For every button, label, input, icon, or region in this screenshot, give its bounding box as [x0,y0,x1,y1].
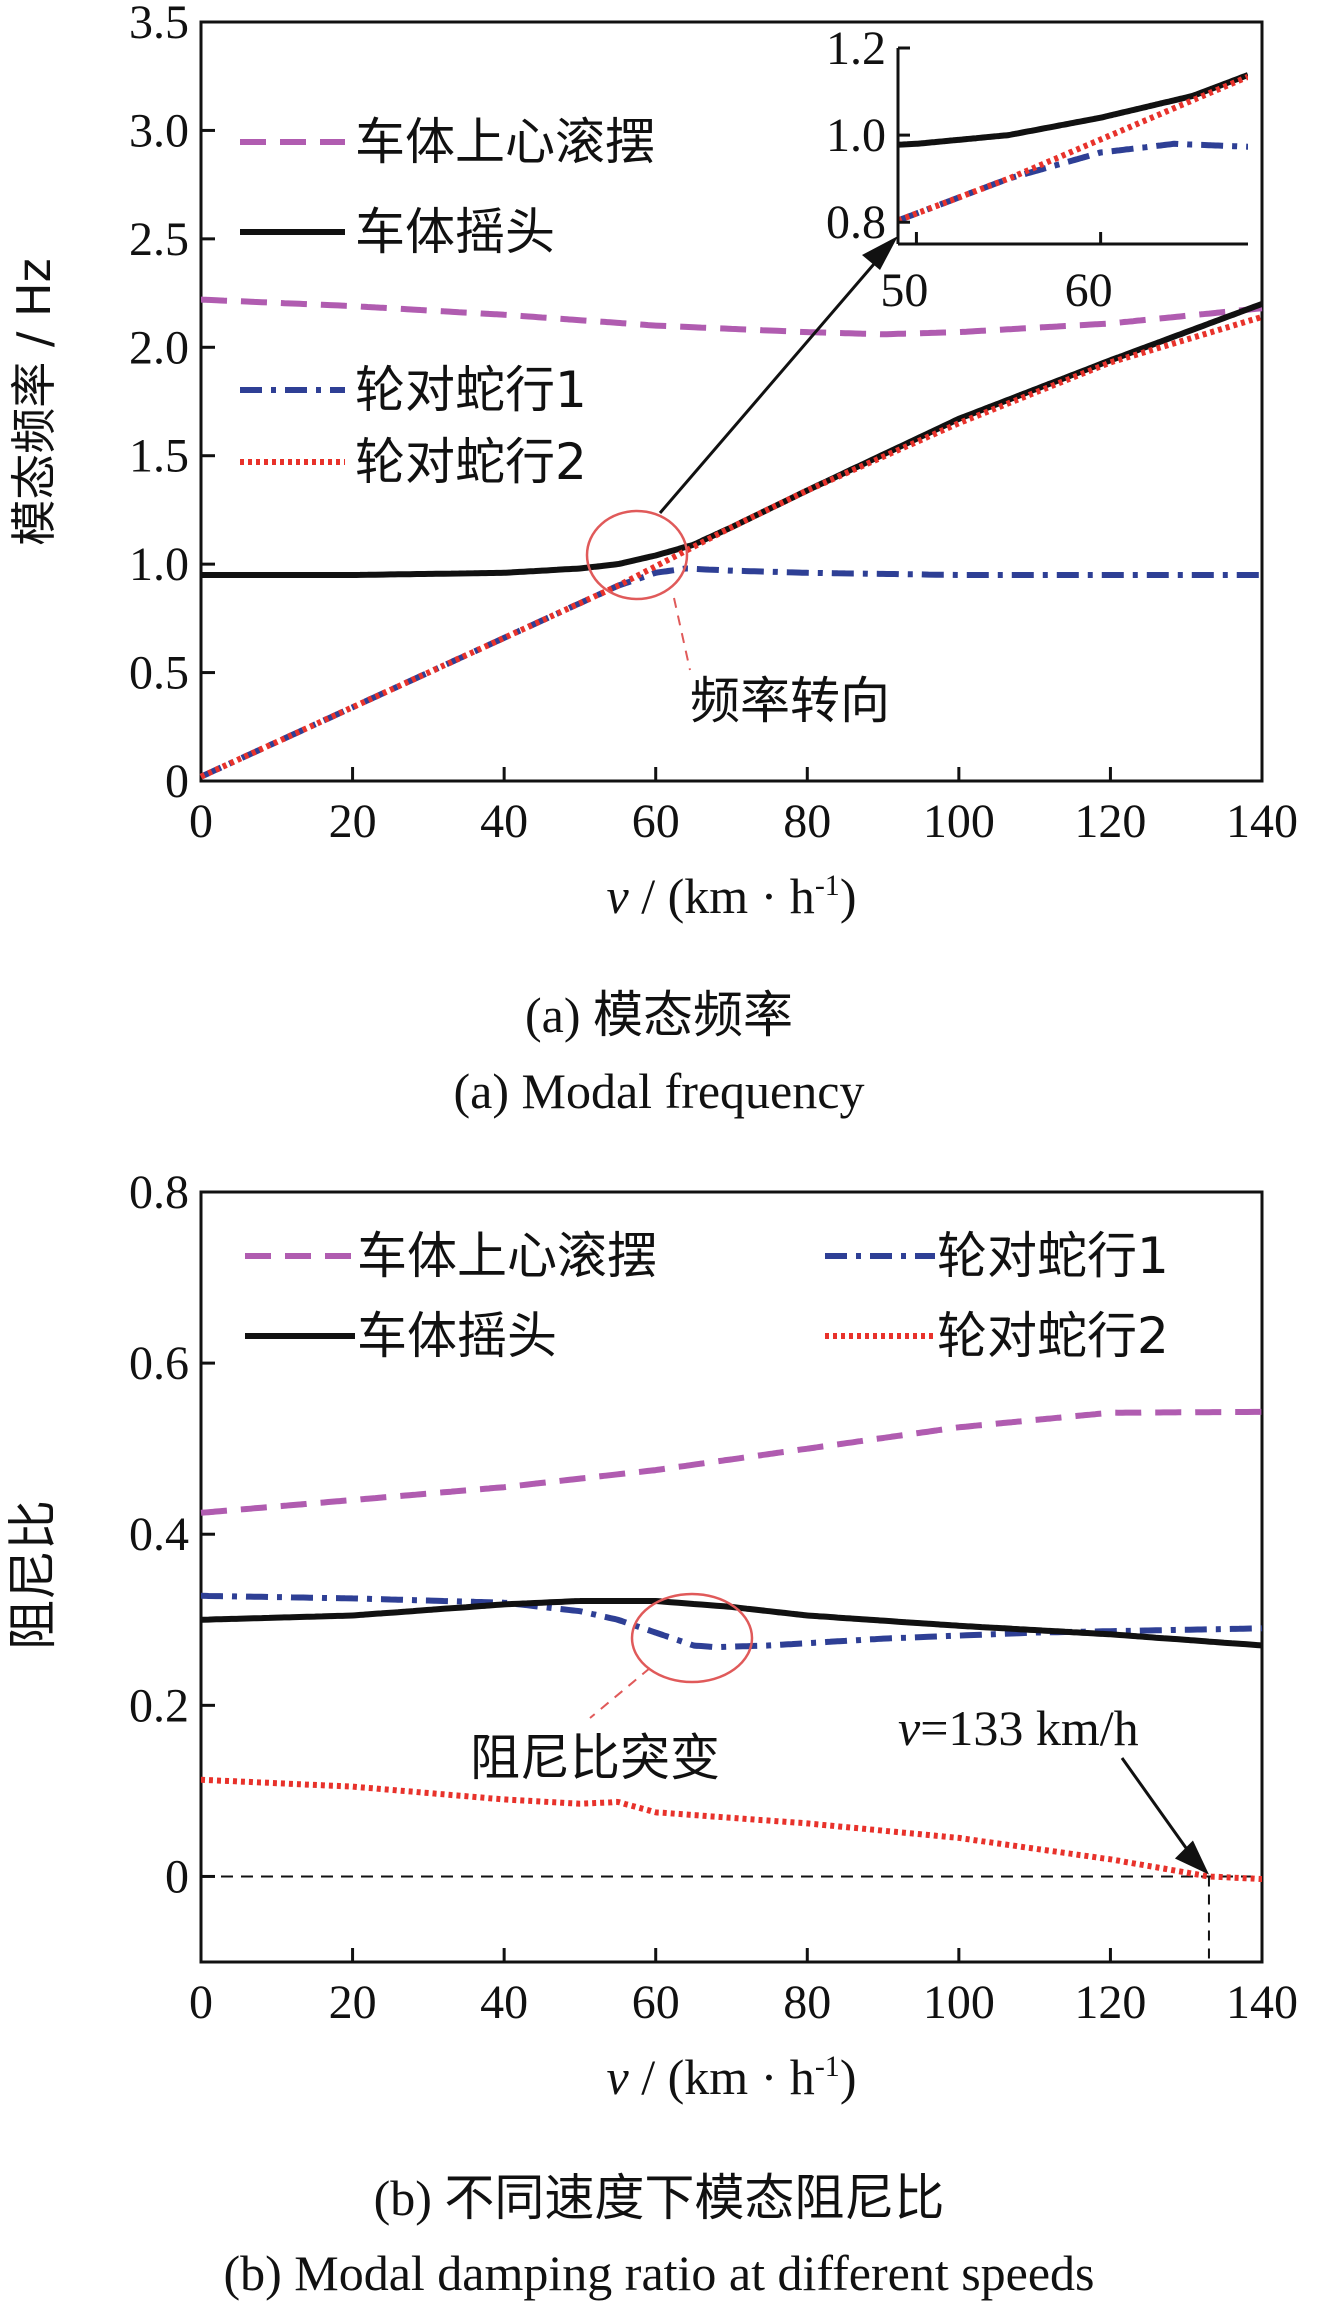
x-tick-label: 80 [783,1976,831,2029]
series-line [199,314,1263,780]
x-tick-label: 140 [1226,795,1298,848]
inset-x-tick-label: 50 [880,264,928,317]
x-axis-label-exp: -1 [815,2050,840,2083]
legend-label: 车体摇头 [355,203,555,261]
chart-a-modal-frequency: 0 20 40 60 80 100 120 140 0 0.5 1.0 1.5 2.0 2.5 3.0 3.5… [7,0,1298,924]
x-tick-label: 100 [923,795,995,848]
y-tick-label: 0.2 [129,1679,189,1732]
legend-label: 轮对蛇行2 [937,1307,1169,1365]
inset-y-tick-label: 0.8 [826,196,886,249]
y-tick-label: 0.6 [129,1337,189,1390]
x-tick-label: 40 [480,1976,528,2029]
chart-b-damping-ratio: 0 20 40 60 80 100 120 140 0 0.2 0.4 0.6 0.8 v / (km ·… [4,1166,1298,2105]
threshold-label: v=133 km/h [898,1700,1139,1756]
x-axis-label-var: v [607,868,630,924]
y-tick-label: 0.4 [129,1508,189,1561]
x-tick-label: 60 [632,795,680,848]
inset-arrow-head [862,236,898,270]
inset-x-tick-label: 60 [1065,264,1113,317]
annotation-ellipse [585,509,689,601]
legend-label: 车体摇头 [357,1307,557,1365]
series-line [200,296,1263,338]
plot-frame [199,20,1264,783]
x-axis-label-exp: -1 [815,869,840,902]
legend-label: 车体上心滚摆 [355,113,655,171]
x-tick-label: 40 [480,795,528,848]
x-tick-label: 140 [1226,1976,1298,2029]
legend-label: 轮对蛇行1 [355,361,587,419]
x-tick-label: 80 [783,795,831,848]
y-tick-label: 1.5 [129,430,189,483]
x-axis-label-var: v [607,2049,630,2105]
x-axis-label: v / (km · h-1) [607,2049,857,2105]
y-tick-label: 1.0 [129,538,189,591]
x-tick-label: 100 [923,1976,995,2029]
x-tick-label: 0 [189,795,213,848]
annotation-label: 阻尼比突变 [470,1729,720,1787]
x-axis-label: v / (km · h-1) [607,868,857,924]
y-tick-label: 0.8 [129,1166,189,1219]
plot-frame [199,1190,1264,1964]
annotation-pointer [589,1667,651,1719]
inset-series-line [898,72,1248,148]
y-tick-label: 3.0 [129,104,189,157]
x-axis-label-close: ) [840,868,857,924]
caption-a-zh: (a) 模态频率 [525,987,793,1043]
caption-b-en: (b) Modal damping ratio at different spe… [223,2245,1094,2301]
y-tick-label: 2.0 [129,321,189,374]
legend-label: 车体上心滚摆 [357,1227,657,1285]
caption-a-en: (a) Modal frequency [454,1063,865,1119]
x-axis-label-unit: / (km · h [629,868,815,924]
x-tick-label: 20 [329,795,377,848]
inset-series-line [898,73,1248,224]
x-tick-label: 120 [1074,1976,1146,2029]
legend-label: 轮对蛇行1 [937,1227,1169,1285]
annotation-pointer [673,597,691,671]
y-tick-label: 0.5 [129,647,189,700]
y-tick-label: 2.5 [129,213,189,266]
y-axis-label: 模态频率 / Hz [7,258,61,545]
caption-b-zh: (b) 不同速度下模态阻尼比 [374,2170,945,2226]
series-line [200,1408,1262,1516]
y-axis-label: 阻尼比 [4,1500,62,1650]
x-tick-label: 0 [189,1976,213,2029]
x-axis-label-close: ) [840,2049,857,2105]
x-axis-label-unit: / (km · h [629,2049,815,2105]
inset-y-tick-label: 1.2 [826,22,886,75]
threshold-label-var: v [898,1700,921,1756]
y-tick-label: 0 [165,1850,189,1903]
threshold-label-rest: =133 km/h [920,1700,1138,1756]
inset-background [892,40,1254,252]
inset-arrow-line [658,249,888,514]
inset-series-line [898,140,1248,224]
annotation-ellipse [630,1592,754,1684]
x-tick-label: 20 [329,1976,377,2029]
series-line [200,1597,1263,1649]
threshold-arrow-line [1120,1757,1197,1862]
inset-chart: 50 60 0.8 1.0 1.2 [826,22,1254,317]
inset-y-tick-label: 1.0 [826,109,886,162]
legend-label: 轮对蛇行2 [355,433,587,491]
y-tick-label: 3.5 [129,0,189,49]
x-tick-label: 120 [1074,795,1146,848]
y-tick-label: 0 [165,755,189,808]
annotation-label: 频率转向 [690,672,890,730]
x-tick-label: 60 [632,1976,680,2029]
series-line [200,1776,1263,1882]
threshold-arrow-head [1174,1840,1209,1875]
